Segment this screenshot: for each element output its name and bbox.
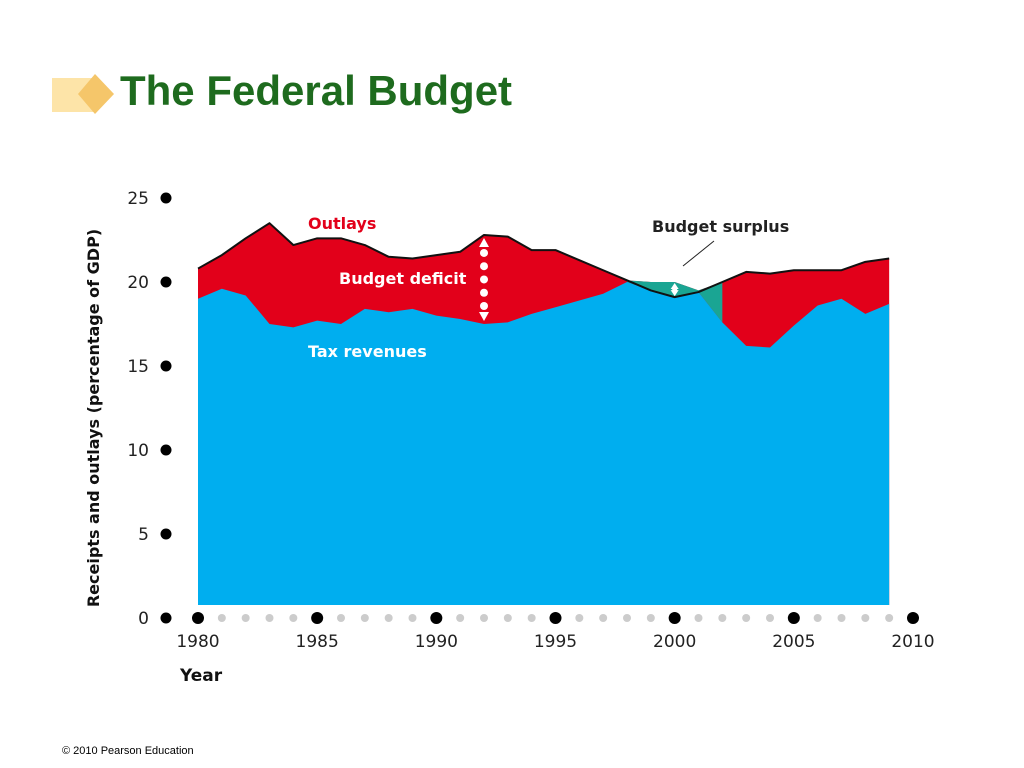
y-tick-label: 10 [127,441,149,461]
x-tick-dot [430,612,443,624]
deficit-arrow-up [479,237,489,247]
y-tick-dot [160,444,172,456]
outlays-label: Outlays [308,214,376,233]
x-minor-dot [241,614,250,622]
y-tick-label: 25 [127,189,149,209]
y-tick-dot [160,612,172,624]
y-tick-dot [160,528,172,540]
deficit-dot [480,262,488,271]
x-minor-dot [694,614,703,622]
x-tick-label: 1995 [534,632,577,652]
y-axis: 0 5 10 15 20 25 [127,189,172,629]
x-minor-dot [456,614,465,622]
budget-deficit-label: Budget deficit [339,269,467,288]
x-tick-dot [192,612,204,624]
x-tick-label: 1990 [415,632,458,652]
x-minor-dot [480,614,488,622]
outlays-line [197,222,890,299]
x-tick-dot [907,612,919,624]
x-minor-dot [766,614,774,622]
x-minor-dot [623,614,631,622]
x-axis: 1980 1985 1990 1995 2000 2005 2010 [176,612,935,652]
y-tick-label: 0 [138,609,149,629]
x-tick-dot [787,612,800,624]
y-tick-label: 5 [138,525,149,545]
y-tick-label: 15 [127,357,149,377]
x-tick-dot [311,612,324,624]
x-tick-label: 1985 [296,632,339,652]
x-tick-label: 2005 [772,632,815,652]
x-minor-dot [885,614,894,622]
x-minor-dot [575,614,584,622]
deficit-dot [480,275,488,284]
y-tick-label: 20 [127,273,149,293]
x-minor-dot [337,614,345,622]
x-minor-dot [503,614,512,622]
x-tick-dot [668,612,681,624]
x-tick-label: 1980 [176,632,219,652]
y-tick-dot [160,276,172,288]
x-axis-label: Year [179,666,223,686]
tax-revenues-area [198,282,890,605]
x-minor-dot [289,614,298,622]
x-minor-dot [360,614,369,622]
x-tick-label: 2010 [891,632,934,652]
x-minor-dot [813,614,822,622]
budget-surplus-pointer [682,240,715,267]
deficit-dot [480,288,488,297]
y-axis-label: Receipts and outlays (percentage of GDP) [84,229,103,607]
budget-surplus-area [627,280,723,323]
deficit-dot [480,248,488,257]
y-tick-dot [160,192,172,204]
x-minor-dot [646,614,655,622]
chart-markers [479,237,679,321]
x-minor-dot [384,614,393,622]
x-tick-dot [549,612,562,624]
surplus-arrow-up [670,283,679,289]
x-minor-dot [217,614,226,622]
deficit-arrow-down [479,312,489,321]
x-minor-dot [861,614,870,622]
title-diamond-ornament [52,74,114,114]
y-tick-dot [160,360,172,372]
copyright-footer: © 2010 Pearson Education [62,745,194,757]
x-minor-dot [742,614,751,622]
deficit-dot [480,302,488,310]
x-tick-label: 2000 [653,632,696,652]
slide-title: The Federal Budget [120,67,513,114]
chart-areas [197,222,890,605]
x-minor-dot [718,614,727,622]
surplus-arrow-down [670,290,679,297]
x-minor-dot [599,614,608,622]
x-minor-dot [837,614,846,622]
tax-revenues-label: Tax revenues [308,342,427,361]
budget-surplus-label: Budget surplus [652,217,789,236]
x-minor-dot [527,614,536,622]
x-minor-dot [265,614,274,622]
x-minor-dot [408,614,417,622]
